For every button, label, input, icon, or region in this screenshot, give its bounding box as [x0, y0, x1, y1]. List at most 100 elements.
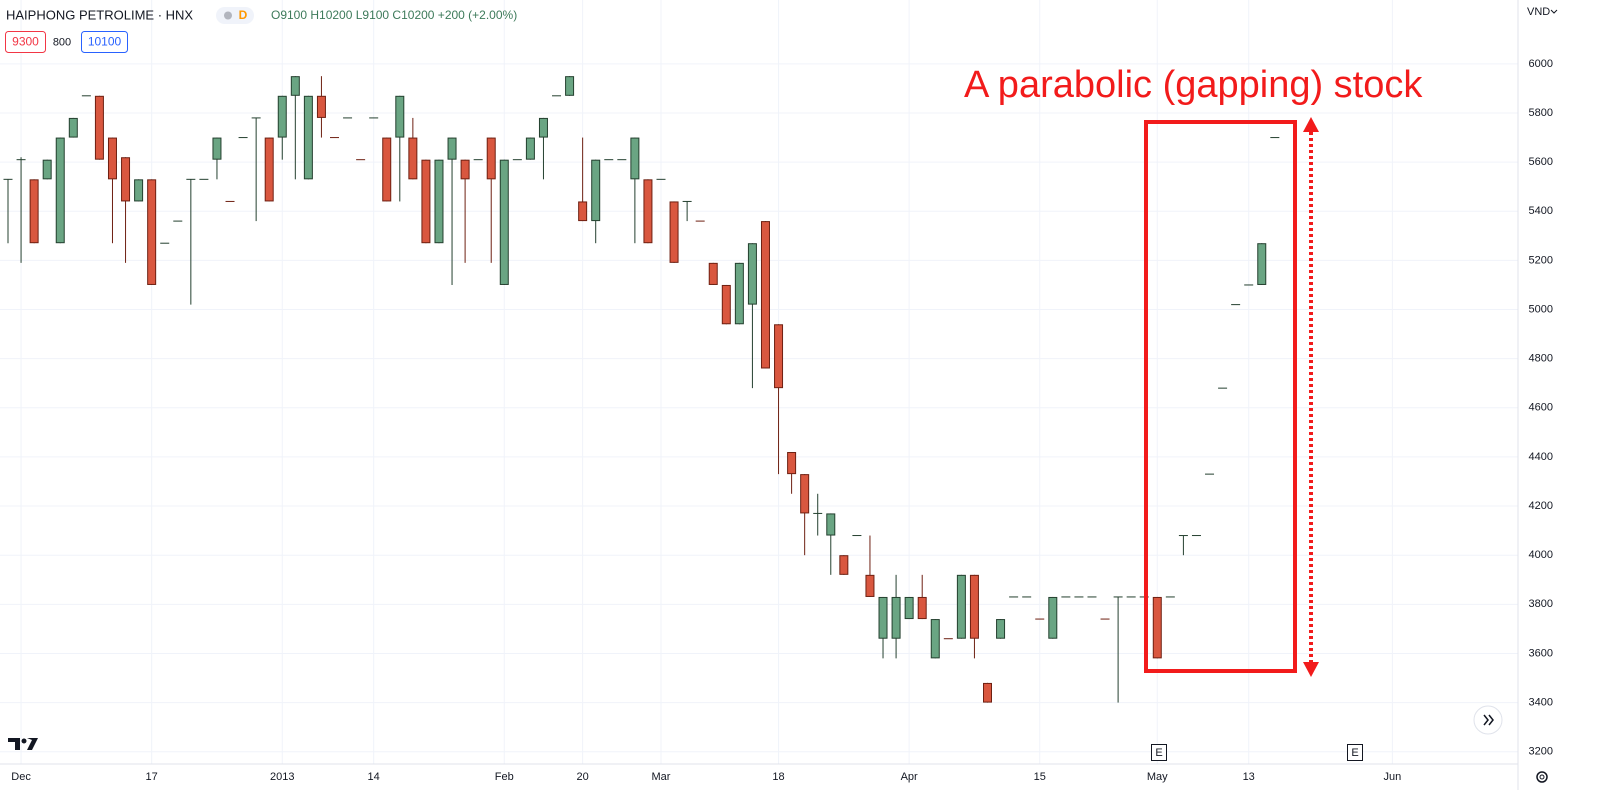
- candle-body: [434, 159, 444, 244]
- candle-body: [747, 243, 757, 305]
- y-tick-label: 5400: [1529, 205, 1553, 217]
- buy-box[interactable]: [81, 31, 128, 53]
- x-tick-label: May: [1147, 771, 1168, 783]
- candle-body: [1074, 596, 1084, 598]
- candle-body: [55, 137, 65, 244]
- candles: [3, 76, 1280, 703]
- candle-body: [1218, 387, 1228, 389]
- candle-body: [1178, 535, 1188, 537]
- candle-body: [42, 159, 52, 180]
- candle-body: [29, 179, 39, 244]
- candle-body: [996, 619, 1006, 639]
- candle-body: [212, 137, 222, 160]
- arrow-head-top: [1303, 117, 1319, 132]
- candle-body: [160, 242, 170, 244]
- interval-pill[interactable]: [216, 7, 254, 24]
- x-tick-label: Dec: [11, 771, 31, 783]
- candle-body: [512, 159, 522, 161]
- tv-logo: [8, 738, 38, 750]
- candle-body: [1113, 596, 1123, 598]
- candle-body: [473, 159, 483, 161]
- candle-body: [1100, 618, 1110, 620]
- y-tick-label: 3600: [1529, 647, 1553, 659]
- settings-icon[interactable]: [1536, 771, 1548, 783]
- candle-body: [943, 638, 953, 640]
- candle-body: [643, 179, 653, 244]
- candle-body: [983, 682, 992, 703]
- candle-body: [173, 220, 183, 222]
- y-tick-label: 4600: [1529, 402, 1553, 414]
- candle-body: [81, 95, 91, 97]
- candle-body: [708, 262, 718, 285]
- x-tick-label: 18: [772, 771, 784, 783]
- currency-chevron: [1550, 9, 1558, 14]
- candle-body: [591, 159, 601, 222]
- candle-body: [238, 137, 248, 139]
- y-tick-label: 4000: [1529, 549, 1553, 561]
- candle-body: [1048, 596, 1058, 639]
- x-tick-label: Mar: [652, 771, 671, 783]
- candle-body: [421, 159, 431, 244]
- ohlc-values: O9100 H10200 L9100 C10200 +200 (+2.00%): [271, 8, 517, 22]
- candle-body: [1126, 596, 1136, 598]
- candle-body: [1244, 284, 1254, 286]
- candle-body: [630, 137, 640, 180]
- candle-body: [904, 596, 914, 620]
- candle-body: [1165, 596, 1175, 598]
- candle-body: [695, 220, 705, 222]
- candle-body: [930, 619, 940, 659]
- x-tick-label: 13: [1243, 771, 1255, 783]
- candle-body: [1022, 596, 1032, 598]
- y-tick-label: 5600: [1529, 156, 1553, 168]
- candle-body: [1231, 304, 1241, 306]
- ask-price: 10100: [88, 35, 122, 49]
- candle-body: [134, 179, 144, 202]
- y-tick-label: 3400: [1529, 696, 1553, 708]
- candle-body: [251, 117, 261, 119]
- y-tick-label: 3200: [1529, 746, 1553, 758]
- candle-body: [1257, 243, 1267, 285]
- candle-body: [917, 596, 927, 620]
- candle-body: [734, 262, 744, 325]
- candle-body: [1152, 596, 1162, 659]
- candle-body: [852, 535, 862, 537]
- candle-body: [525, 137, 535, 160]
- currency[interactable]: VND: [1527, 6, 1550, 18]
- candle-body: [656, 178, 666, 180]
- candle-body: [290, 76, 300, 96]
- event-marker: [1347, 744, 1363, 761]
- y-tick-label: 4400: [1529, 451, 1553, 463]
- y-tick-label: 3800: [1529, 598, 1553, 610]
- event-label: E: [1155, 747, 1162, 759]
- candle-body: [787, 452, 797, 475]
- x-tick-label: 14: [368, 771, 380, 783]
- candle-body: [277, 95, 287, 138]
- candle-body: [878, 596, 888, 639]
- candle-body: [865, 574, 875, 597]
- scroll-icon: [1483, 714, 1494, 726]
- candle-body: [330, 137, 339, 139]
- candle-body: [538, 117, 548, 138]
- candle-body: [682, 200, 692, 202]
- y-tick-label: 4200: [1529, 500, 1553, 512]
- candle-body: [617, 159, 627, 161]
- sell-box[interactable]: [5, 31, 46, 53]
- candle-body: [891, 596, 901, 639]
- status-dot: [224, 11, 232, 20]
- candle-body: [1035, 618, 1045, 620]
- candle-body: [800, 474, 810, 514]
- spread: 800: [53, 36, 71, 48]
- candle-body: [604, 159, 614, 161]
- event-marker: [1151, 744, 1167, 761]
- y-tick-label: 4800: [1529, 353, 1553, 365]
- annotation-text: A parabolic (gapping) stock: [964, 64, 1423, 106]
- candle-body: [264, 137, 274, 202]
- candle-body: [578, 201, 588, 222]
- x-tick-label: Feb: [495, 771, 514, 783]
- candle-body: [1009, 596, 1019, 598]
- candle-body: [408, 137, 418, 180]
- event-label: E: [1351, 747, 1358, 759]
- candle-body: [669, 201, 679, 263]
- candle-body: [369, 117, 379, 119]
- candle-body: [1087, 596, 1097, 598]
